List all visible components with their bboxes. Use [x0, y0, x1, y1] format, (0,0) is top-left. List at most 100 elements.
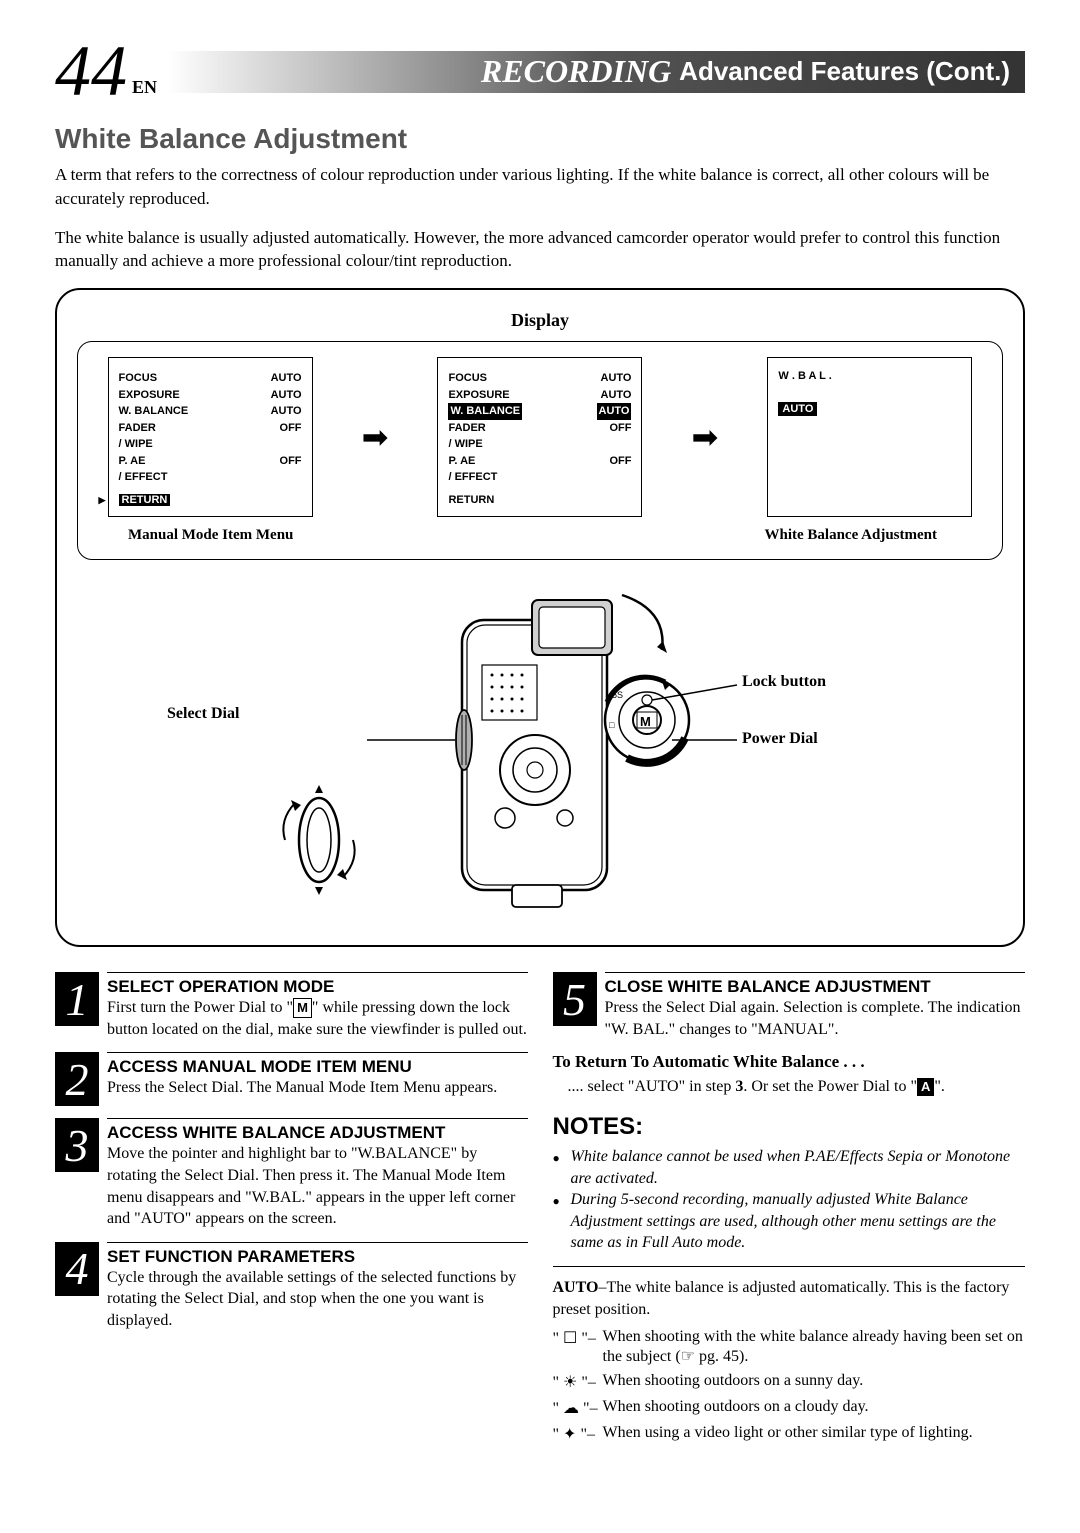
note-item: White balance cannot be used when P.AE/E… — [553, 1146, 1026, 1189]
mode-auto-desc: –The white balance is adjusted automatic… — [553, 1279, 1010, 1318]
mode-text: When using a video light or other simila… — [603, 1424, 1026, 1444]
header-title-rest: Advanced Features (Cont.) — [679, 56, 1010, 87]
step-1: 1 SELECT OPERATION MODE First turn the P… — [55, 972, 528, 1040]
arrow-right-icon: ➡ — [362, 418, 389, 456]
mode-text: When shooting with the white balance alr… — [603, 1328, 1026, 1366]
mode-text: When shooting outdoors on a sunny day. — [603, 1372, 1026, 1392]
intro-paragraph-2: The white balance is usually adjusted au… — [55, 226, 1025, 274]
step-title: SELECT OPERATION MODE — [107, 977, 528, 997]
screen1-return: RETURN — [119, 494, 171, 506]
step-title: CLOSE WHITE BALANCE ADJUSTMENT — [605, 977, 1026, 997]
step-title: ACCESS MANUAL MODE ITEM MENU — [107, 1057, 528, 1077]
step-title: SET FUNCTION PARAMETERS — [107, 1247, 528, 1267]
step-number: 2 — [55, 1052, 99, 1106]
screen-row: P. AEOFF — [119, 453, 302, 470]
step-5: 5 CLOSE WHITE BALANCE ADJUSTMENT Press t… — [553, 972, 1026, 1040]
notes-title: NOTES: — [553, 1113, 1026, 1141]
screen-row: / EFFECT — [119, 469, 302, 486]
screen-row: FOCUSAUTO — [119, 370, 302, 387]
note-item: During 5-second recording, manually adju… — [553, 1189, 1026, 1254]
diagram-box: Display FOCUSAUTOEXPOSUREAUTOW. BALANCEA… — [55, 288, 1025, 947]
section-title: White Balance Adjustment — [55, 123, 1025, 155]
caption-left: Manual Mode Item Menu — [128, 527, 293, 544]
mode-item: " ☀ "–When shooting outdoors on a sunny … — [553, 1372, 1026, 1392]
select-dial-rotation-icon — [277, 785, 362, 895]
m-icon: M — [293, 998, 312, 1018]
mode-icon: " ☀ "– — [553, 1372, 603, 1392]
screen-row: / WIPE — [448, 436, 631, 453]
step-3: 3 ACCESS WHITE BALANCE ADJUSTMENT Move t… — [55, 1118, 528, 1229]
screen-3: W . B A L . AUTO — [767, 357, 972, 517]
mode-auto-label: AUTO — [553, 1279, 599, 1296]
mode-icon: " ☁ "– — [553, 1398, 603, 1418]
display-screens-row: FOCUSAUTOEXPOSUREAUTOW. BALANCEAUTOFADER… — [88, 357, 992, 517]
screen3-auto: AUTO — [778, 402, 817, 416]
step-body: Press the Select Dial. The Manual Mode I… — [107, 1077, 528, 1099]
screen-row: EXPOSUREAUTO — [448, 387, 631, 404]
svg-text:□: □ — [609, 720, 615, 730]
return-auto-body: .... select "AUTO" in step 3. Or set the… — [553, 1076, 1026, 1098]
camcorder-svg: M 5S □ — [367, 575, 737, 915]
divider — [553, 1266, 1026, 1267]
screen-row: FADEROFF — [448, 420, 631, 437]
step-body: First turn the Power Dial to "M" while p… — [107, 997, 528, 1040]
mode-auto: AUTO–The white balance is adjusted autom… — [553, 1277, 1026, 1322]
a-icon: A — [917, 1078, 934, 1096]
screen-row: FOCUSAUTO — [448, 370, 631, 387]
step-number: 4 — [55, 1242, 99, 1296]
right-column: 5 CLOSE WHITE BALANCE ADJUSTMENT Press t… — [553, 972, 1026, 1444]
step-4: 4 SET FUNCTION PARAMETERS Cycle through … — [55, 1242, 528, 1332]
step-title: ACCESS WHITE BALANCE ADJUSTMENT — [107, 1123, 528, 1143]
mode-icon: " ✦ "– — [553, 1424, 603, 1444]
caption-right: White Balance Adjustment — [765, 527, 938, 544]
callout-select-dial: Select Dial — [167, 705, 239, 723]
screen-row: W. BALANCEAUTO — [448, 403, 631, 420]
step-number: 3 — [55, 1118, 99, 1172]
display-label: Display — [77, 310, 1003, 331]
screen-1: FOCUSAUTOEXPOSUREAUTOW. BALANCEAUTOFADER… — [108, 357, 313, 517]
mode-item: " ☁ "–When shooting outdoors on a cloudy… — [553, 1398, 1026, 1418]
callout-lock-button: Lock button — [742, 673, 826, 691]
step-divider — [107, 972, 528, 973]
svg-text:M: M — [640, 714, 651, 729]
pointer-icon: ▶ — [99, 495, 106, 506]
mode-icon: " ☐ "– — [553, 1328, 603, 1366]
screen-row: / WIPE — [119, 436, 302, 453]
screen3-wbal: W . B A L . — [778, 370, 961, 382]
step-2: 2 ACCESS MANUAL MODE ITEM MENU Press the… — [55, 1052, 528, 1106]
steps-columns: 1 SELECT OPERATION MODE First turn the P… — [55, 972, 1025, 1444]
page-number: 44 — [55, 30, 127, 113]
left-column: 1 SELECT OPERATION MODE First turn the P… — [55, 972, 528, 1444]
camcorder-illustration: M 5S □ — [77, 575, 1003, 925]
notes-list: White balance cannot be used when P.AE/E… — [553, 1146, 1026, 1254]
mode-item: " ☐ "–When shooting with the white balan… — [553, 1328, 1026, 1366]
step-body: Move the pointer and highlight bar to "W… — [107, 1143, 528, 1229]
arrow-right-icon: ➡ — [692, 418, 719, 456]
screen-row: W. BALANCEAUTO — [119, 403, 302, 420]
step-divider — [107, 1242, 528, 1243]
mode-item: " ✦ "–When using a video light or other … — [553, 1424, 1026, 1444]
screen-row: EXPOSUREAUTO — [119, 387, 302, 404]
step-body: Press the Select Dial again. Selection i… — [605, 997, 1026, 1040]
screen-row: / EFFECT — [448, 469, 631, 486]
step-divider — [107, 1052, 528, 1053]
display-captions: Manual Mode Item Menu White Balance Adju… — [88, 527, 992, 544]
screen2-return: RETURN — [448, 494, 494, 506]
header-title-italic: RECORDING — [481, 53, 671, 90]
step-number: 1 — [55, 972, 99, 1026]
step-divider — [107, 1118, 528, 1119]
callout-power-dial: Power Dial — [742, 730, 818, 748]
intro-paragraph-1: A term that refers to the correctness of… — [55, 163, 1025, 211]
screen-2: FOCUSAUTOEXPOSUREAUTOW. BALANCEAUTOFADER… — [437, 357, 642, 517]
screen-row: P. AEOFF — [448, 453, 631, 470]
mode-text: When shooting outdoors on a cloudy day. — [603, 1398, 1026, 1418]
page: 44 EN RECORDING Advanced Features (Cont.… — [0, 0, 1080, 1474]
step-divider — [605, 972, 1026, 973]
header-title-bar: RECORDING Advanced Features (Cont.) — [167, 51, 1025, 93]
screen-row: FADEROFF — [119, 420, 302, 437]
step-number: 5 — [553, 972, 597, 1026]
step-body: Cycle through the available settings of … — [107, 1267, 528, 1332]
return-auto-heading: To Return To Automatic White Balance . .… — [553, 1052, 1026, 1072]
page-header: 44 EN RECORDING Advanced Features (Cont.… — [55, 30, 1025, 113]
page-language: EN — [132, 77, 157, 98]
